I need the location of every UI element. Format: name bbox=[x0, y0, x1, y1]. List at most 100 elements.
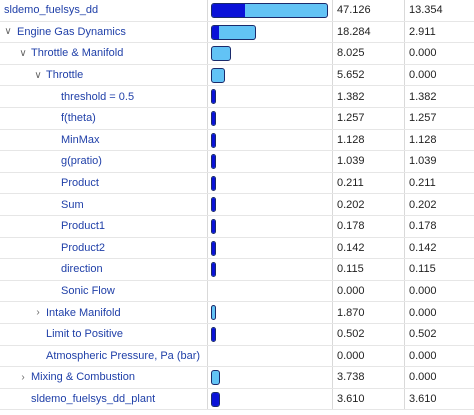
block-name-label: Product2 bbox=[61, 241, 106, 254]
total-time-cell: 0.178 bbox=[333, 216, 405, 237]
block-name-cell: g(pratio) bbox=[0, 151, 208, 172]
table-row[interactable]: sldemo_fuelsys_dd 47.126 13.354 bbox=[0, 0, 474, 22]
table-row[interactable]: Product1 0.178 0.178 bbox=[0, 216, 474, 238]
block-name-label: Intake Manifold bbox=[46, 306, 121, 319]
table-row[interactable]: f(theta) 1.257 1.257 bbox=[0, 108, 474, 130]
self-time-cell: 0.502 bbox=[409, 328, 437, 341]
time-bar-cell bbox=[208, 237, 333, 259]
self-time-bar bbox=[212, 392, 219, 406]
total-time-bar bbox=[211, 89, 216, 105]
self-time-bar bbox=[212, 263, 215, 277]
block-name-cell: Product bbox=[0, 172, 208, 194]
total-time-cell: 1.870 bbox=[333, 302, 405, 323]
total-time-cell: 1.128 bbox=[333, 129, 405, 151]
total-time-cell: 0.211 bbox=[333, 172, 405, 194]
total-time-bar bbox=[211, 197, 216, 213]
block-name-cell: ∨ Throttle & Manifold bbox=[0, 43, 208, 64]
self-time-cell: 0.000 bbox=[409, 69, 437, 82]
block-name-cell: sldemo_fuelsys_dd bbox=[0, 0, 208, 21]
chevron-down-icon[interactable]: ∨ bbox=[19, 47, 27, 59]
total-time-bar bbox=[211, 370, 221, 386]
total-time-cell: 47.126 bbox=[333, 0, 405, 21]
total-time-bar bbox=[211, 46, 231, 62]
total-time-cell: 1.257 bbox=[333, 108, 405, 129]
total-time-cell: 0.142 bbox=[333, 237, 405, 259]
self-time-cell: 0.115 bbox=[409, 263, 436, 276]
self-time-cell: 3.610 bbox=[409, 393, 437, 406]
total-time-cell: 3.738 bbox=[333, 367, 405, 388]
table-row[interactable]: ∨ Engine Gas Dynamics 18.284 2.911 bbox=[0, 21, 474, 44]
self-time-cell: 0.211 bbox=[409, 177, 436, 190]
total-time-bar bbox=[211, 391, 220, 407]
time-bar-cell bbox=[208, 216, 333, 237]
block-name-label: Sonic Flow bbox=[61, 285, 115, 298]
block-name-label: Engine Gas Dynamics bbox=[17, 25, 126, 38]
table-row[interactable]: Sum 0.202 0.202 bbox=[0, 194, 474, 216]
table-row[interactable]: MinMax 1.128 1.128 bbox=[0, 129, 474, 152]
total-time-bar bbox=[211, 240, 216, 256]
table-row[interactable]: Product2 0.142 0.142 bbox=[0, 237, 474, 260]
self-time-cell: 0.000 bbox=[409, 349, 437, 362]
self-time-bar bbox=[212, 25, 219, 39]
table-row[interactable]: Atmospheric Pressure, Pa (bar) 0.000 0.000 bbox=[0, 345, 474, 368]
time-bar-cell bbox=[208, 367, 333, 388]
table-row[interactable]: g(pratio) 1.039 1.039 bbox=[0, 151, 474, 173]
total-time-cell: 5.652 bbox=[333, 64, 405, 86]
time-bar-cell bbox=[208, 129, 333, 151]
total-time-cell: 1.382 bbox=[333, 86, 405, 107]
time-bar-cell bbox=[208, 388, 333, 410]
time-bar-cell bbox=[208, 0, 333, 21]
block-name-cell: direction bbox=[0, 259, 208, 280]
self-time-cell: 1.382 bbox=[409, 90, 437, 103]
self-time-cell: 0.142 bbox=[409, 241, 437, 254]
total-time-bar bbox=[211, 154, 216, 170]
block-name-label: Limit to Positive bbox=[46, 328, 124, 341]
table-row[interactable]: sldemo_fuelsys_dd_plant 3.610 3.610 bbox=[0, 388, 474, 411]
block-name-label: Sum bbox=[61, 198, 84, 211]
block-name-cell: Limit to Positive bbox=[0, 324, 208, 345]
table-row[interactable]: › Intake Manifold 1.870 0.000 bbox=[0, 302, 474, 324]
table-row[interactable]: threshold = 0.5 1.382 1.382 bbox=[0, 86, 474, 108]
self-time-cell: 1.257 bbox=[409, 112, 437, 125]
table-row[interactable]: ∨ Throttle 5.652 0.000 bbox=[0, 64, 474, 87]
self-time-bar bbox=[212, 241, 215, 255]
block-name-label: sldemo_fuelsys_dd_plant bbox=[31, 393, 156, 406]
chevron-right-icon[interactable]: › bbox=[21, 371, 25, 383]
time-bar-cell bbox=[208, 324, 333, 345]
time-bar-cell bbox=[208, 43, 333, 64]
table-row[interactable]: Product 0.211 0.211 bbox=[0, 172, 474, 195]
block-name-label: Throttle bbox=[46, 69, 84, 82]
block-name-label: threshold = 0.5 bbox=[61, 90, 135, 103]
total-time-bar bbox=[211, 262, 216, 278]
total-time-bar bbox=[211, 175, 216, 191]
table-row[interactable]: Limit to Positive 0.502 0.502 bbox=[0, 324, 474, 346]
self-time-cell: 0.000 bbox=[409, 47, 437, 60]
table-row[interactable]: Sonic Flow 0.000 0.000 bbox=[0, 280, 474, 303]
total-time-bar bbox=[211, 3, 328, 18]
self-time-bar bbox=[212, 198, 215, 212]
time-bar-cell bbox=[208, 151, 333, 172]
table-row[interactable]: › Mixing & Combustion 3.738 0.000 bbox=[0, 367, 474, 389]
chevron-right-icon[interactable]: › bbox=[36, 307, 40, 319]
block-name-cell: Atmospheric Pressure, Pa (bar) bbox=[0, 345, 208, 367]
time-bar-cell bbox=[208, 172, 333, 194]
total-time-cell: 0.000 bbox=[333, 280, 405, 302]
chevron-down-icon[interactable]: ∨ bbox=[4, 26, 12, 38]
block-name-cell: f(theta) bbox=[0, 108, 208, 129]
total-time-cell: 1.039 bbox=[333, 151, 405, 172]
total-time-cell: 0.502 bbox=[333, 324, 405, 345]
total-time-bar bbox=[211, 132, 216, 148]
total-time-bar bbox=[211, 219, 216, 234]
block-name-cell: Sonic Flow bbox=[0, 280, 208, 302]
chevron-down-icon[interactable]: ∨ bbox=[34, 69, 42, 81]
time-bar-cell bbox=[208, 64, 333, 86]
table-row[interactable]: direction 0.115 0.115 bbox=[0, 259, 474, 281]
time-bar-cell bbox=[208, 302, 333, 323]
self-time-bar bbox=[212, 220, 215, 233]
total-time-bar bbox=[211, 327, 216, 342]
block-name-label: MinMax bbox=[61, 133, 100, 146]
table-row[interactable]: ∨ Throttle & Manifold 8.025 0.000 bbox=[0, 43, 474, 65]
self-time-cell: 0.000 bbox=[409, 371, 437, 384]
self-time-bar bbox=[212, 112, 215, 125]
self-time-cell: 1.128 bbox=[409, 133, 437, 146]
